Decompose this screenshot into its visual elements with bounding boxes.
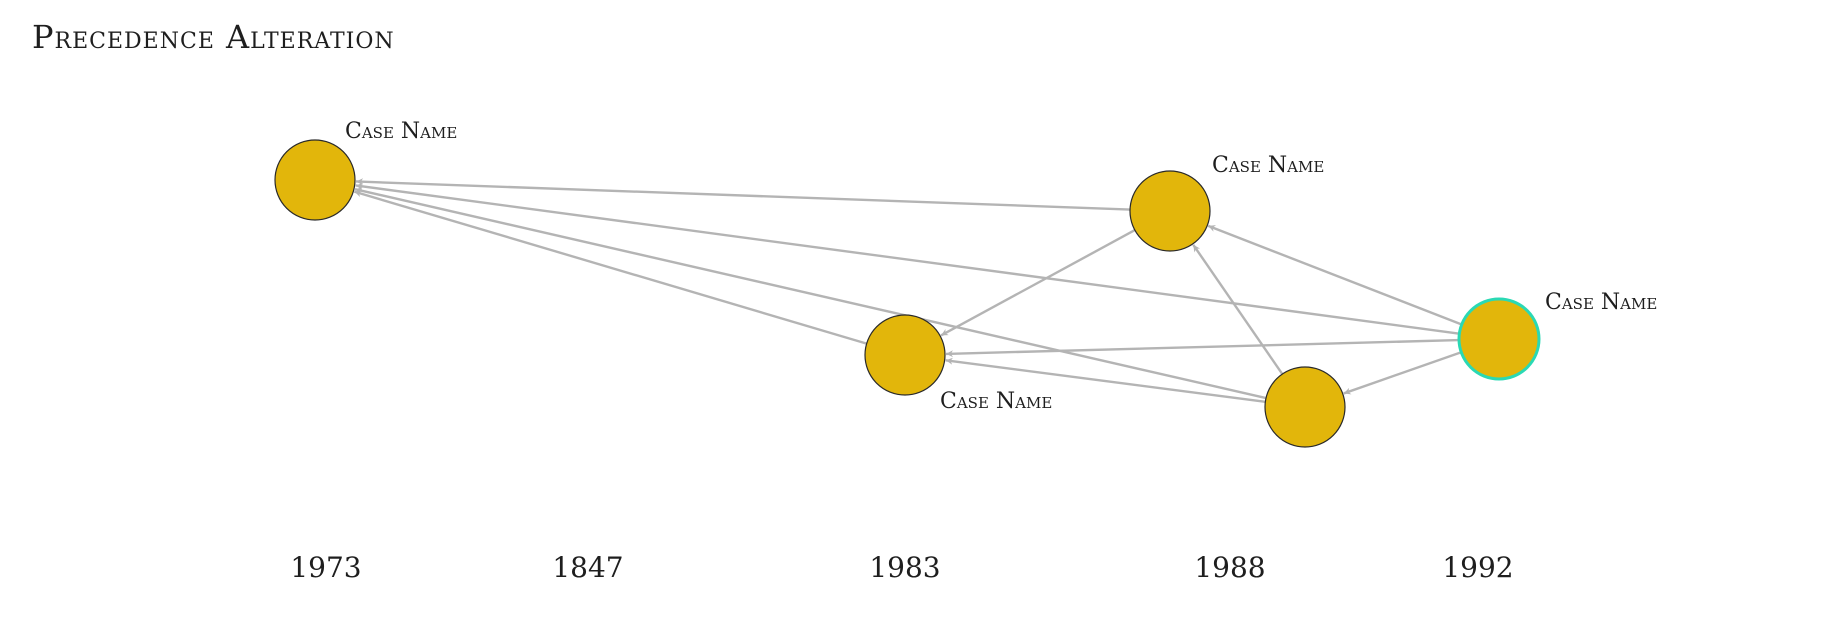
year-axis-label: 1992	[1442, 551, 1513, 584]
edge-n2-to-n1	[355, 178, 1131, 211]
case-node[interactable]	[1264, 366, 1346, 448]
edge-n3-to-n1	[353, 190, 867, 345]
case-node[interactable]	[1129, 170, 1211, 252]
case-node-label: Case Name	[940, 389, 1052, 414]
edges-layer	[353, 178, 1463, 404]
case-node-label: Case Name	[1212, 153, 1324, 178]
edge-n5-to-n2	[1192, 244, 1284, 375]
diagram-title: Precedence Alteration	[32, 18, 395, 56]
edge-n4-to-n2	[1207, 224, 1463, 326]
case-node[interactable]	[274, 139, 356, 221]
nodes-layer: Case Name Case Name Case Name Case Name	[274, 119, 1657, 448]
year-axis-label: 1973	[290, 551, 361, 584]
edge-n5-to-n1	[354, 187, 1267, 400]
edge-n2-to-n3	[940, 229, 1136, 337]
case-node-selected[interactable]	[1457, 297, 1541, 381]
year-axis-label: 1983	[869, 551, 940, 584]
year-axis-label: 1988	[1194, 551, 1265, 584]
year-axis: 1973 1847 1983 1988 1992	[290, 551, 1513, 584]
edge-n4-to-n3	[945, 338, 1460, 358]
edge-n5-to-n3	[945, 357, 1266, 404]
edge-n4-to-n5	[1343, 351, 1462, 395]
edge-n4-to-n1	[355, 182, 1460, 335]
year-axis-label: 1847	[552, 551, 623, 584]
case-node-label: Case Name	[1545, 290, 1657, 315]
case-node[interactable]	[864, 314, 946, 396]
case-node-label: Case Name	[345, 119, 457, 144]
